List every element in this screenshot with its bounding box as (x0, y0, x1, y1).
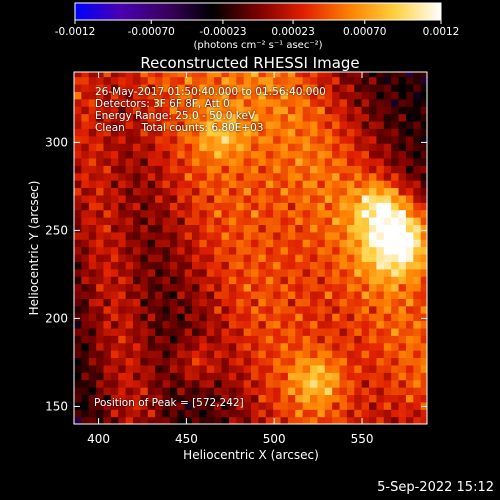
colorbar-tick-label: -0.00023 (199, 26, 246, 38)
x-axis-label: Heliocentric X (arcsec) (183, 448, 319, 462)
colorbar-units: (photons cm⁻² s⁻¹ asec⁻²) (193, 40, 322, 51)
y-tick-label: 200 (45, 311, 68, 325)
y-axis-label: Heliocentric Y (arcsec) (27, 181, 41, 316)
plot-frame (73, 71, 428, 425)
colorbar-tick-label: 0.00070 (343, 26, 386, 38)
heatmap-image (74, 72, 427, 424)
colorbar (74, 2, 442, 21)
colorbar-tick-label: -0.00070 (128, 26, 175, 38)
y-tick-label: 250 (45, 223, 68, 237)
colorbar-tick-label: 0.0012 (423, 26, 460, 38)
observation-info: 26-May-2017 01:50:40.000 to 01:56:40.000… (95, 86, 326, 134)
info-line: Clean Total counts: 6.80E+03 (95, 122, 264, 134)
date-stamp: 5-Sep-2022 15:12 (377, 480, 494, 495)
colorbar-tick-label: 0.00023 (271, 26, 314, 38)
peak-position-label: Position of Peak = [572,242] (94, 397, 244, 409)
axis-ticks: 400 450 500 550 150 200 250 300 (45, 72, 427, 446)
colorbar-tick-label: -0.0012 (55, 26, 96, 38)
y-tick-label: 150 (45, 399, 68, 413)
x-tick-label: 500 (263, 432, 286, 446)
info-line: Energy Range: 25.0 - 50.0 keV (95, 110, 256, 122)
colorbar-ticks: -0.0012 -0.00070 -0.00023 0.00023 0.00070 0.0… (55, 20, 460, 38)
x-tick-label: 400 (87, 432, 110, 446)
x-tick-label: 550 (351, 432, 374, 446)
chart-title: Reconstructed RHESSI Image (140, 54, 359, 72)
x-tick-label: 450 (175, 432, 198, 446)
info-line: 26-May-2017 01:50:40.000 to 01:56:40.000 (95, 86, 326, 98)
info-line: Detectors: 3F 6F 8F, Att 0 (95, 98, 230, 110)
y-tick-label: 300 (45, 135, 68, 149)
